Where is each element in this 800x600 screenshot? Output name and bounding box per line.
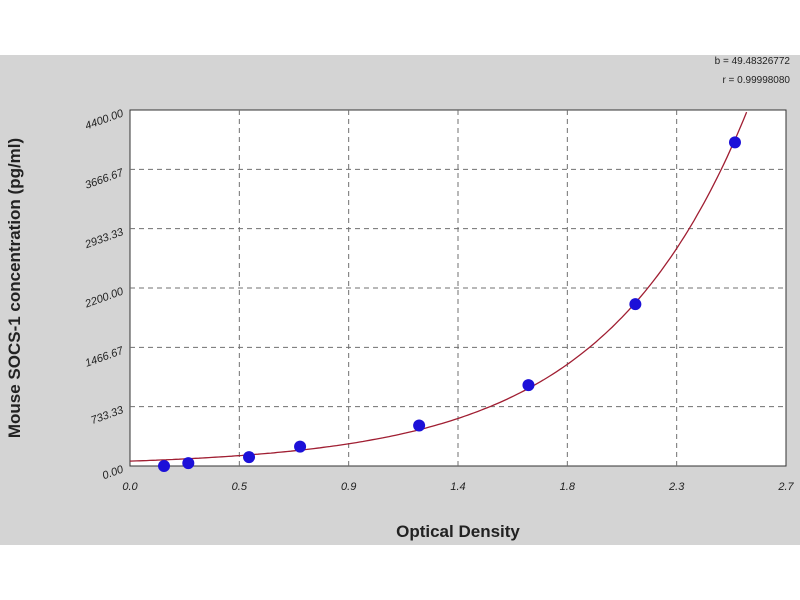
y-tick-label: 2933.33 bbox=[83, 226, 126, 252]
data-point bbox=[182, 457, 195, 470]
standard-curve-chart: 0.0 0.5 0.9 1.4 1.8 2.3 2.7 0.00 733.33 1466.67 2… bbox=[5, 56, 795, 541]
x-tick-label: 2.3 bbox=[668, 481, 685, 493]
data-point bbox=[158, 460, 171, 472]
data-point bbox=[294, 440, 307, 453]
x-axis-title: Optical Density bbox=[396, 522, 520, 541]
chart-frame: 0.0 0.5 0.9 1.4 1.8 2.3 2.7 0.00 733.33 1466.67 2… bbox=[0, 55, 800, 545]
data-point bbox=[629, 298, 642, 311]
y-tick-labels: 0.00 733.33 1466.67 2200.00 2933.33 3666.67 44… bbox=[83, 107, 126, 482]
x-tick-label: 1.8 bbox=[560, 481, 576, 493]
data-point bbox=[522, 379, 535, 392]
x-tick-label: 2.7 bbox=[777, 481, 794, 493]
data-point bbox=[728, 136, 741, 149]
fit-parameter-r: r = 0.99998080 bbox=[722, 75, 790, 86]
x-tick-label: 0.5 bbox=[232, 481, 248, 493]
x-tick-label: 1.4 bbox=[450, 481, 465, 493]
data-points-group bbox=[158, 136, 741, 472]
y-tick-label: 4400.00 bbox=[84, 107, 126, 132]
x-tick-label: 0.9 bbox=[341, 481, 356, 493]
y-tick-label: 2200.00 bbox=[83, 285, 126, 311]
fit-curve-group bbox=[129, 111, 748, 462]
y-tick-label: 1466.67 bbox=[84, 345, 126, 370]
x-tick-label: 0.0 bbox=[122, 481, 138, 493]
fit-parameter-b: b = 49.48326772 bbox=[715, 56, 791, 67]
y-tick-label: 733.33 bbox=[89, 404, 126, 427]
x-tick-labels: 0.0 0.5 0.9 1.4 1.8 2.3 2.7 bbox=[122, 481, 794, 493]
y-tick-label: 3666.67 bbox=[84, 167, 126, 192]
data-point bbox=[243, 451, 256, 464]
grid-lines bbox=[130, 110, 786, 466]
y-axis-title: Mouse SOCS-1 concentration (pg/ml) bbox=[5, 138, 24, 438]
data-point bbox=[413, 419, 426, 432]
y-tick-label: 0.00 bbox=[101, 463, 126, 482]
fit-curve bbox=[129, 111, 748, 462]
